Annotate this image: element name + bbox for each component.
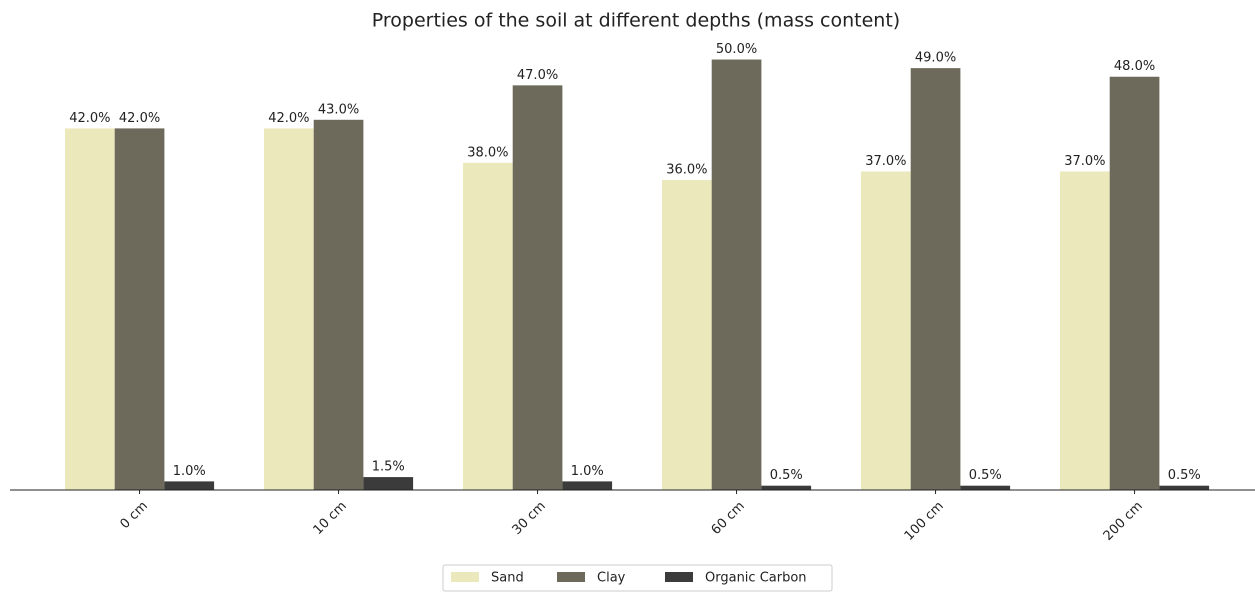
x-tick-label: 0 cm xyxy=(117,499,150,532)
x-tick-label: 30 cm xyxy=(510,499,549,538)
value-label: 37.0% xyxy=(1064,154,1105,169)
legend-swatch xyxy=(665,572,693,582)
x-tick-label: 60 cm xyxy=(709,499,748,538)
value-label: 0.5% xyxy=(969,468,1002,483)
bar xyxy=(1159,485,1210,490)
bar xyxy=(910,68,961,490)
legend-label: Sand xyxy=(491,571,524,586)
value-label: 0.5% xyxy=(770,468,803,483)
bar xyxy=(463,162,513,491)
value-label: 36.0% xyxy=(666,163,707,178)
x-tick-label: 100 cm xyxy=(902,499,947,544)
bar xyxy=(761,485,812,490)
value-label: 50.0% xyxy=(716,42,757,57)
legend-box xyxy=(442,564,833,592)
value-label: 49.0% xyxy=(915,51,956,66)
bar xyxy=(662,180,712,491)
value-label: 42.0% xyxy=(69,111,110,126)
value-label: 0.5% xyxy=(1168,468,1201,483)
value-label: 38.0% xyxy=(467,145,508,160)
value-label: 1.0% xyxy=(571,464,604,479)
bar xyxy=(114,128,165,490)
legend-swatch xyxy=(451,572,479,582)
bar xyxy=(1109,76,1160,490)
bar xyxy=(65,128,115,490)
legend-swatch xyxy=(557,572,585,582)
bar xyxy=(861,171,911,490)
value-label: 42.0% xyxy=(268,111,309,126)
value-label: 42.0% xyxy=(119,111,160,126)
bar xyxy=(1060,171,1110,490)
x-tick-label: 200 cm xyxy=(1101,499,1146,544)
bar xyxy=(960,485,1011,490)
chart-title: Properties of the soil at different dept… xyxy=(372,10,900,32)
value-label: 48.0% xyxy=(1114,59,1155,74)
legend-label: Clay xyxy=(597,571,626,586)
value-label: 43.0% xyxy=(318,102,359,117)
bar xyxy=(164,481,215,490)
bar xyxy=(512,85,563,490)
value-label: 1.5% xyxy=(372,460,405,475)
value-label: 37.0% xyxy=(865,154,906,169)
bar xyxy=(363,477,414,490)
bar xyxy=(711,59,762,491)
value-label: 47.0% xyxy=(517,68,558,83)
value-label: 1.0% xyxy=(173,464,206,479)
bar xyxy=(562,481,613,490)
bar xyxy=(264,128,314,490)
legend-label: Organic Carbon xyxy=(705,571,807,586)
x-tick-label: 10 cm xyxy=(311,499,350,538)
bar xyxy=(313,119,364,491)
